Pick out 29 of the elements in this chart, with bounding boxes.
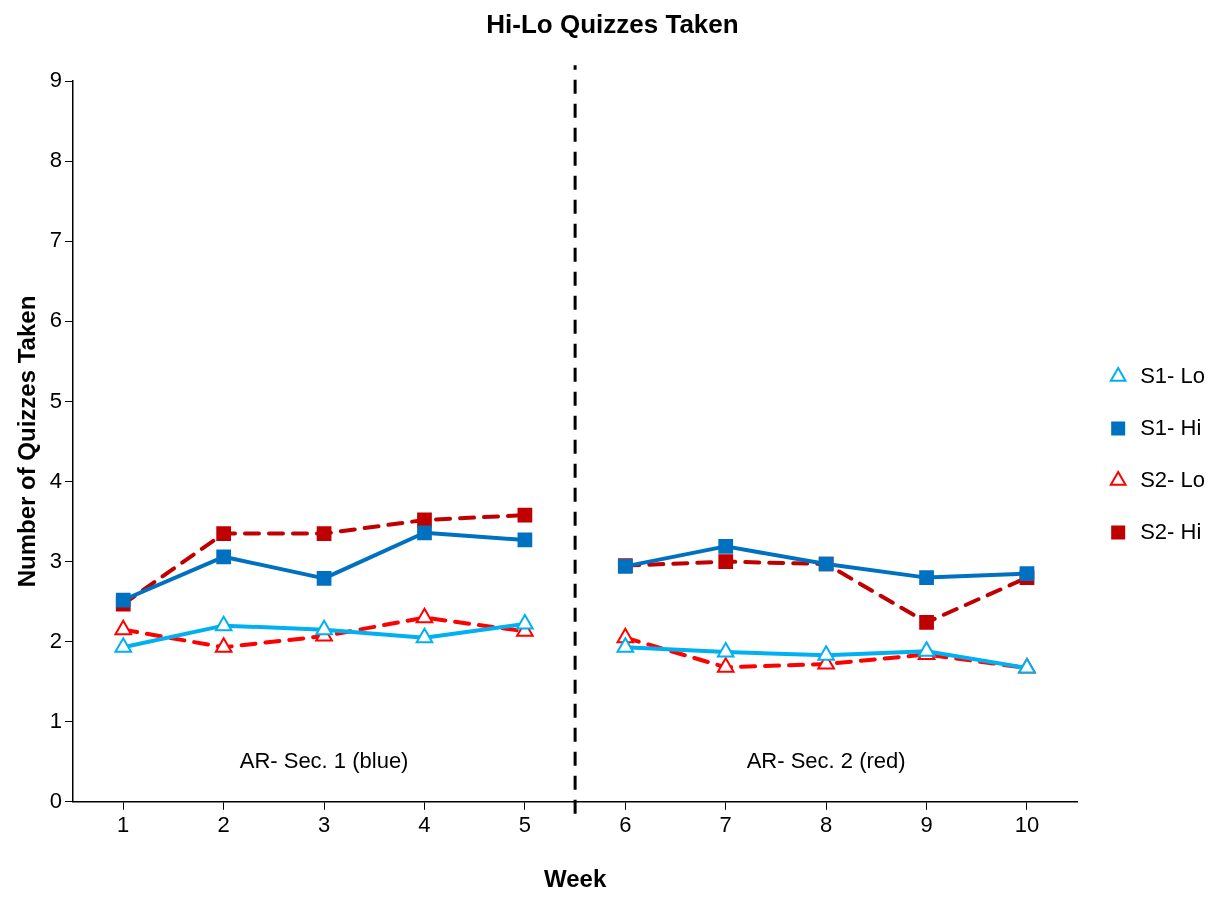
y-tick-label: 8 <box>49 147 63 173</box>
legend-label: S1- Lo <box>1140 362 1206 388</box>
y-tick-label: 6 <box>49 307 63 333</box>
y-tick-label: 7 <box>49 227 63 253</box>
annotation: AR- Sec. 2 (red) <box>746 748 906 774</box>
y-tick-label: 5 <box>49 387 63 413</box>
y-tick-label: 4 <box>49 467 63 493</box>
x-tick-label: 5 <box>518 812 532 838</box>
legend-label: S2- Lo <box>1140 466 1206 492</box>
x-tick-label: 6 <box>619 812 632 838</box>
y-tick-label: 9 <box>49 67 63 93</box>
legend-label: S1- Hi <box>1140 414 1202 440</box>
x-tick-label: 3 <box>317 812 331 838</box>
y-tick-label: 2 <box>49 627 63 653</box>
x-tick-label: 8 <box>820 812 833 838</box>
x-tick-label: 4 <box>418 812 431 838</box>
x-tick-label: 1 <box>117 812 130 838</box>
y-tick-label: 0 <box>49 787 63 813</box>
x-tick-label: 2 <box>217 812 230 838</box>
x-tick-label: 7 <box>719 812 732 838</box>
x-tick-label: 9 <box>920 812 933 838</box>
chart-title: Hi-Lo Quizzes Taken <box>486 8 739 39</box>
y-tick-label: 1 <box>49 707 63 733</box>
legend-label: S2- Hi <box>1140 518 1202 544</box>
y-axis-title: Number of Quizzes Taken <box>13 295 41 588</box>
annotation: AR- Sec. 1 (blue) <box>239 748 409 774</box>
x-tick-label: 10 <box>1014 812 1040 838</box>
x-axis-title: Week <box>543 865 607 893</box>
y-tick-label: 3 <box>49 547 63 573</box>
